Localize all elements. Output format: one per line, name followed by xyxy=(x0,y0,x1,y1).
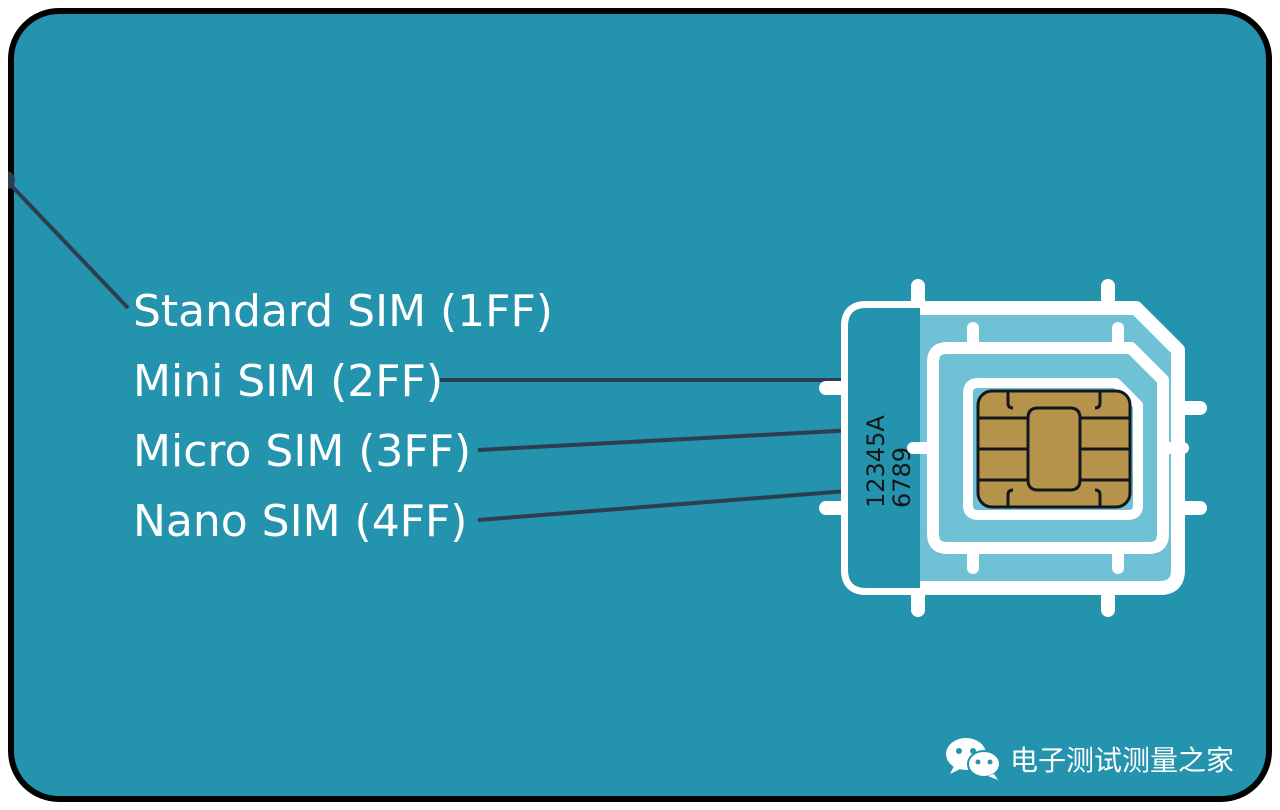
watermark-text: 电子测试测量之家 xyxy=(1010,745,1234,776)
label-mini-sim: Mini SIM (2FF) xyxy=(133,356,443,407)
sim-card-diagram: Standard SIM (1FF) Mini SIM (2FF) Micro … xyxy=(8,8,1272,802)
nano-sim-group xyxy=(968,383,1138,515)
label-micro-sim: Micro SIM (3FF) xyxy=(133,426,471,477)
label-nano-sim: Nano SIM (4FF) xyxy=(133,496,467,547)
svg-text:12345A: 12345A xyxy=(862,415,890,508)
diagram-svg: Standard SIM (1FF) Mini SIM (2FF) Micro … xyxy=(8,8,1272,802)
label-standard-sim: Standard SIM (1FF) xyxy=(133,286,553,337)
svg-text:6789: 6789 xyxy=(888,447,916,508)
